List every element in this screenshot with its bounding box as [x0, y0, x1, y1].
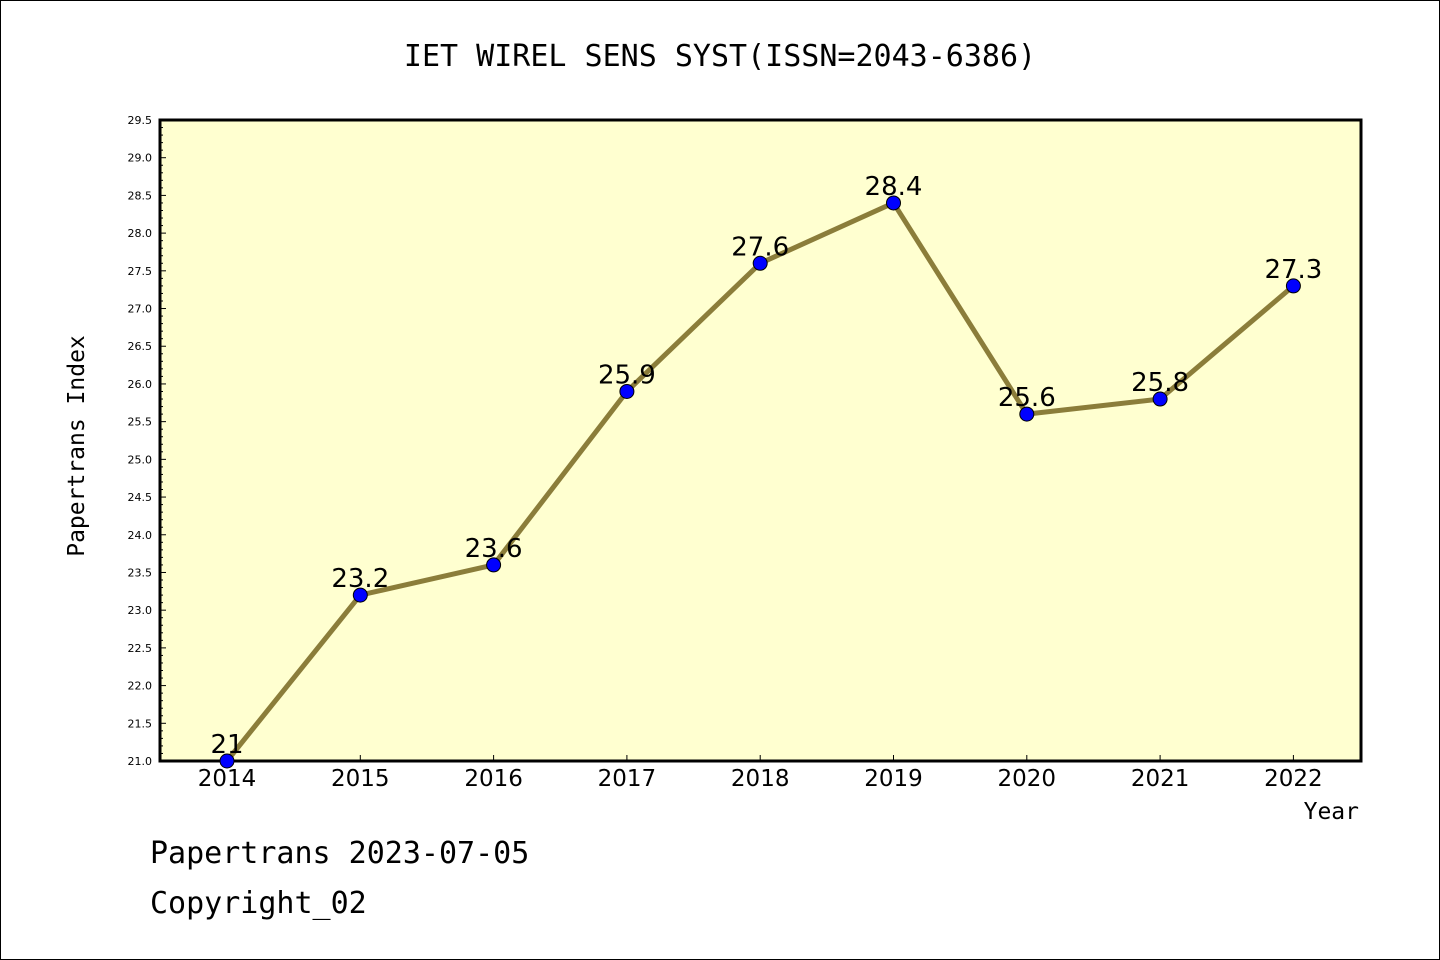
y-tick-label: 26.5 — [128, 340, 153, 353]
y-tick-label: 29.5 — [128, 114, 153, 127]
data-point-label: 27.3 — [1264, 255, 1322, 285]
x-tick-label: 2017 — [598, 766, 657, 792]
data-point-label: 27.6 — [731, 232, 789, 262]
data-labels: 21 23.2 23.6 25.9 27.6 28.4 25.6 25.8 27.3 — [210, 172, 1322, 760]
y-tick-label: 21.5 — [128, 717, 153, 730]
y-tick-label: 21.0 — [128, 755, 153, 768]
y-tick-label: 27.5 — [128, 265, 153, 278]
y-tick-label: 26.0 — [128, 378, 153, 391]
y-tick-label: 28.0 — [128, 227, 153, 240]
x-tick-label: 2022 — [1264, 766, 1323, 792]
data-point-marker — [1285, 278, 1301, 294]
data-point-label: 25.8 — [1131, 368, 1189, 398]
y-tick-label: 24.0 — [128, 529, 153, 542]
y-axis-ticks: 21.0 21.5 22.0 22.5 23.0 23.5 24.0 24.5 25.0 25.5… — [128, 114, 166, 768]
data-point-label: 25.6 — [998, 383, 1056, 413]
plot-area — [158, 118, 1363, 763]
series-markers — [219, 195, 1301, 769]
x-tick-label: 2015 — [331, 766, 390, 792]
data-point-label: 28.4 — [865, 172, 923, 202]
y-tick-label: 22.5 — [128, 642, 153, 655]
data-point-marker — [752, 255, 768, 271]
data-point-marker — [619, 383, 635, 399]
x-tick-label: 2014 — [198, 766, 257, 792]
footer-date-line: Papertrans 2023-07-05 — [150, 836, 530, 871]
y-tick-label: 25.5 — [128, 416, 153, 429]
data-point-label: 23.2 — [331, 564, 389, 594]
x-tick-label: 2019 — [864, 766, 923, 792]
data-point-marker — [352, 587, 368, 603]
data-point-label: 21 — [210, 730, 243, 760]
y-tick-label: 22.0 — [128, 680, 153, 693]
y-tick-label: 25.0 — [128, 453, 153, 466]
y-axis-label: Papertrans Index — [64, 335, 90, 557]
x-axis-ticks: 2014 2015 2016 2017 2018 2019 2020 2021 2022 — [198, 755, 1323, 792]
data-point-label: 23.6 — [465, 534, 523, 564]
x-tick-label: 2021 — [1131, 766, 1190, 792]
chart-title: IET WIREL SENS SYST(ISSN=2043-6386) — [404, 39, 1036, 74]
data-point-label: 25.9 — [598, 360, 656, 390]
y-tick-label: 27.0 — [128, 303, 153, 316]
x-tick-label: 2020 — [998, 766, 1057, 792]
data-point-marker — [486, 557, 502, 573]
x-tick-label: 2016 — [464, 766, 523, 792]
data-point-marker — [1152, 391, 1168, 407]
data-point-marker — [1019, 406, 1035, 422]
y-tick-label: 24.5 — [128, 491, 153, 504]
y-tick-label: 28.5 — [128, 189, 153, 202]
x-axis-label: Year — [1304, 799, 1359, 825]
data-point-marker — [219, 753, 235, 769]
y-tick-label: 29.0 — [128, 152, 153, 165]
y-tick-label: 23.0 — [128, 604, 153, 617]
data-point-marker — [886, 195, 901, 211]
footer-copyright-line: Copyright_02 — [150, 886, 367, 921]
y-tick-label: 23.5 — [128, 566, 153, 579]
x-tick-label: 2018 — [731, 766, 790, 792]
